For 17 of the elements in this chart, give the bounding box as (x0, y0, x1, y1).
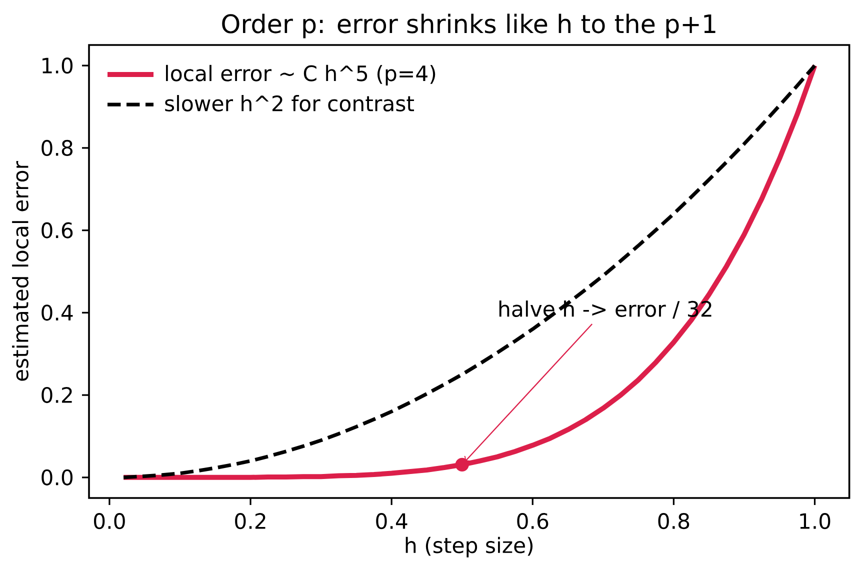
chart-title: Order p: error shrinks like h to the p+1 (222, 14, 716, 38)
y-tick-label: 1.0 (42, 58, 73, 74)
y-axis-title: estimated local error (12, 160, 28, 381)
legend-label: slower h^2 for contrast (165, 95, 414, 112)
x-tick-label: 1.0 (800, 513, 830, 530)
legend-label: local error ~ C h^5 (p=4) (166, 64, 436, 86)
x-axis-title: h (step size) (406, 536, 533, 558)
y-tick-label: 0.2 (42, 387, 72, 404)
y-tick-label: 0.4 (42, 304, 73, 321)
x-tick-label: 0.0 (94, 513, 125, 530)
x-tick-label: 0.2 (235, 513, 266, 530)
x-tick-label: 0.4 (376, 513, 408, 530)
x-tick-label: 0.8 (658, 513, 690, 530)
y-tick-label: 0.0 (42, 469, 73, 486)
x-tick-label: 0.6 (517, 513, 548, 530)
y-tick-label: 0.8 (42, 140, 72, 156)
y-tick-label: 0.6 (42, 222, 73, 238)
